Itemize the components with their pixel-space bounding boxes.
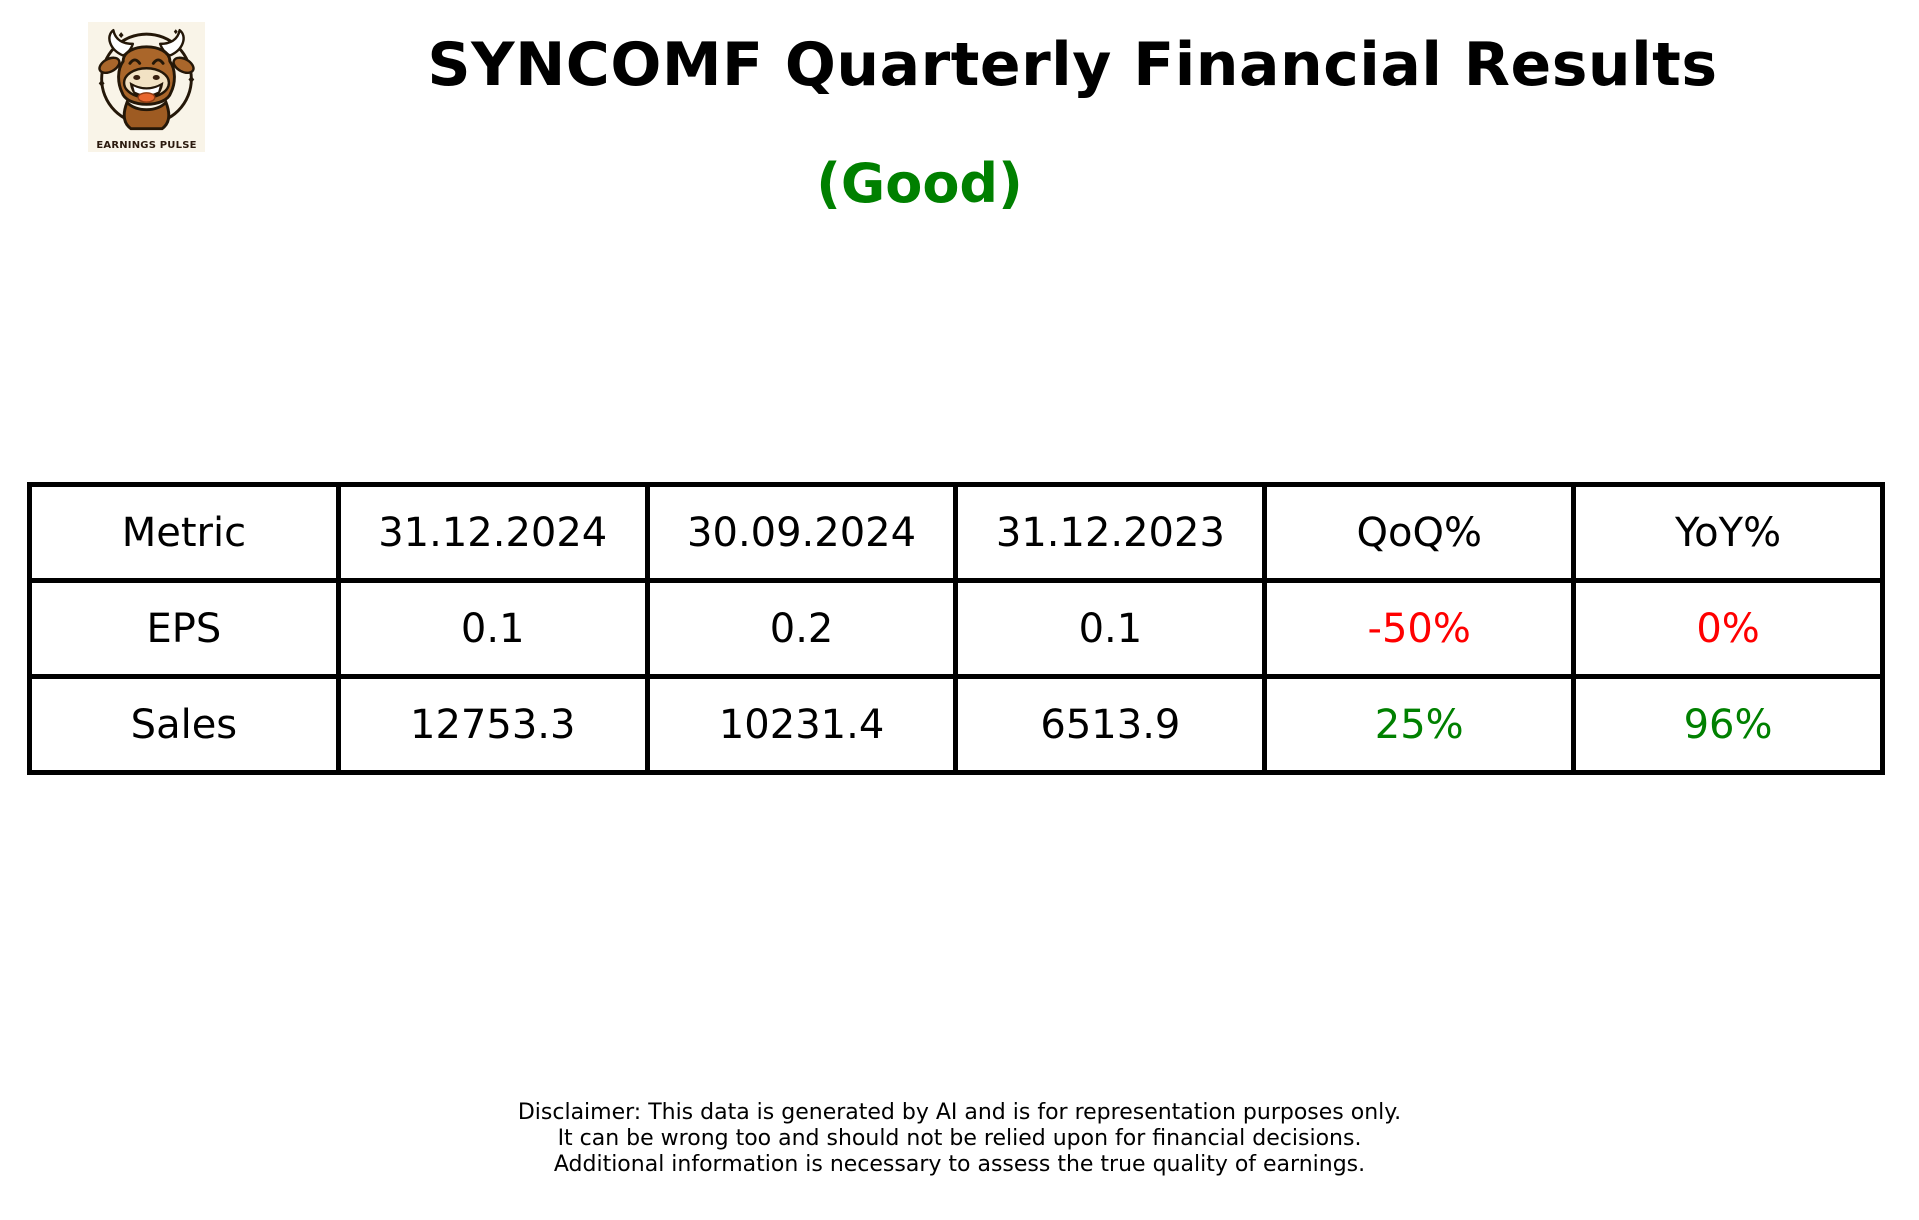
table-row-eps: EPS 0.1 0.2 0.1 -50% 0% [27, 578, 1885, 679]
column-header-q-previous: 30.09.2024 [644, 482, 959, 583]
sales-yearago: 6513.9 [953, 674, 1268, 775]
earnings-pulse-logo: EARNINGS PULSE [88, 22, 205, 152]
sales-qoq-pct: 25% [1262, 674, 1577, 775]
disclaimer-line-2: It can be wrong too and should not be re… [557, 1126, 1362, 1151]
column-header-q-current: 31.12.2024 [335, 482, 650, 583]
disclaimer-text: Disclaimer: This data is generated by AI… [0, 1100, 1919, 1178]
column-header-yoy: YoY% [1571, 482, 1885, 583]
sales-yoy-pct: 96% [1571, 674, 1885, 775]
bull-icon [98, 28, 195, 131]
logo-caption: EARNINGS PULSE [96, 140, 197, 151]
eps-current: 0.1 [335, 578, 650, 679]
column-header-metric: Metric [27, 482, 341, 583]
disclaimer-line-3: Additional information is necessary to a… [553, 1152, 1366, 1177]
page-title: SYNCOMF Quarterly Financial Results [427, 30, 1718, 100]
disclaimer-line-1: Disclaimer: This data is generated by AI… [517, 1100, 1402, 1125]
eps-previous: 0.2 [644, 578, 959, 679]
table-header-row: Metric 31.12.2024 30.09.2024 31.12.2023 … [27, 482, 1885, 583]
column-header-qoq: QoQ% [1262, 482, 1577, 583]
metric-label: EPS [27, 578, 341, 679]
eps-qoq-pct: -50% [1262, 578, 1577, 679]
column-header-q-yearago: 31.12.2023 [953, 482, 1268, 583]
metric-label: Sales [27, 674, 341, 775]
sales-previous: 10231.4 [644, 674, 959, 775]
table-row-sales: Sales 12753.3 10231.4 6513.9 25% 96% [27, 674, 1885, 775]
eps-yoy-pct: 0% [1571, 578, 1885, 679]
verdict-subtitle: (Good) [816, 152, 1023, 215]
results-table: Metric 31.12.2024 30.09.2024 31.12.2023 … [27, 482, 1885, 775]
sales-current: 12753.3 [335, 674, 650, 775]
eps-yearago: 0.1 [953, 578, 1268, 679]
